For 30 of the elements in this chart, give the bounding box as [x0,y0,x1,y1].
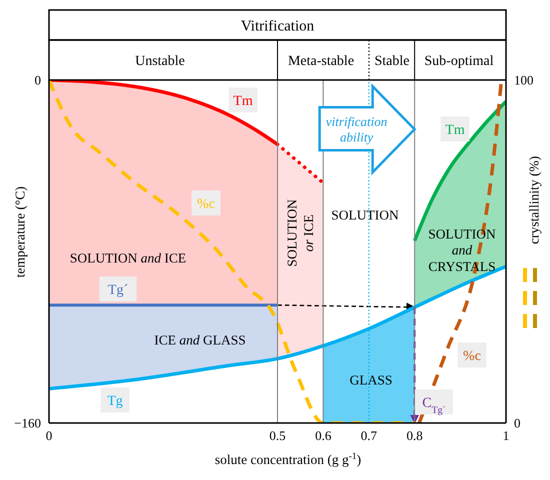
line-series [412,100,506,243]
text: Sub-optimal [424,54,494,69]
series-label: %c [463,348,481,364]
x-tick-label: 1 [502,428,510,444]
chart-title: Vitrification [240,18,315,34]
text: Meta-stable [288,54,354,69]
annotation: ICE and GLASS [154,332,246,348]
y2-axis-title: crystallinity (%) [526,156,542,244]
y2-tick-label: 0 [514,416,520,431]
annotation: vitrification ability [326,114,388,145]
series-label: Tg´ [108,282,128,298]
series-label: Tm [233,94,253,109]
y-axis-title: temperature (°C) [12,186,28,278]
series-label: Tm [445,122,465,138]
annotation: GLASS [350,372,392,388]
x-tick-label: 0.5 [269,428,286,444]
x-tick-label: 0.7 [360,428,378,444]
x-tick-label: 0 [46,428,52,444]
series-label: %c [197,196,215,212]
x-tick-label: 0.6 [315,428,332,444]
y2-tick-label: 100 [514,72,534,88]
x-axis-title: solute concentration (g g$^{-1}$) [214,452,362,467]
x-tick-label: 0.8 [406,428,423,444]
annotation: SOLUTION and ICE [70,250,186,266]
series-label: Tg [107,394,123,409]
y-tick-label: −160 [14,416,41,431]
text: Stable [374,54,410,69]
annotation: SOLUTION [331,208,399,223]
text: Unstable [135,54,185,69]
series-label: C$_{Tg´}$ [422,396,446,416]
